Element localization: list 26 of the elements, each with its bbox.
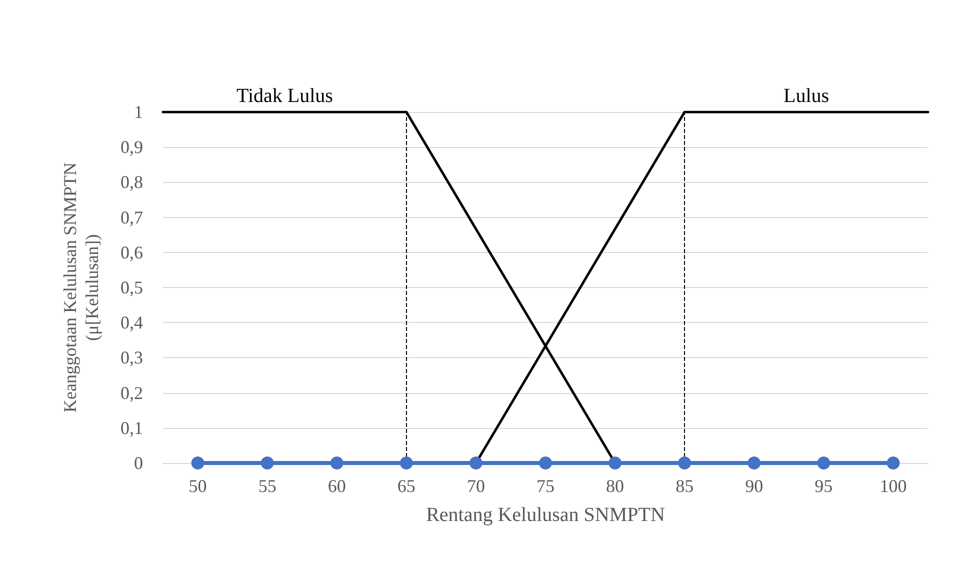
- x-tick-label: 90: [745, 476, 764, 496]
- series-label: Tidak Lulus: [236, 85, 334, 107]
- x-tick-label: 50: [188, 476, 207, 496]
- x-tick-label: 70: [466, 476, 485, 496]
- x-tick-label: 85: [676, 476, 694, 496]
- x-tick-label: 75: [536, 476, 554, 496]
- y-tick-label: 0: [134, 453, 143, 473]
- y-tick-label: 1: [134, 102, 143, 122]
- y-tick-label: 0,2: [120, 382, 143, 403]
- x-tick-label: 55: [258, 476, 276, 496]
- x-tick-label: 80: [606, 476, 624, 496]
- series-label: Lulus: [784, 85, 830, 107]
- y-tick-label: 0,9: [120, 137, 143, 158]
- y-tick-label: 0,7: [120, 207, 143, 228]
- y-tick-label: 0,4: [120, 312, 143, 333]
- y-tick-label: 0,3: [120, 348, 143, 368]
- y-tick-label: 0,1: [120, 418, 143, 438]
- y-axis-title: Keanggotaan Kelulusan SNMPTN (μ[Kelulusan]): [60, 162, 102, 412]
- x-tick-label: 60: [328, 476, 346, 496]
- y-tick-label: 0,5: [120, 278, 143, 298]
- y-tick-label: 0,6: [120, 242, 143, 262]
- x-tick-label: 65: [397, 476, 416, 496]
- x-axis-title: Rentang Kelulusan SNMPTN: [426, 504, 665, 526]
- y-tick-label: 0,8: [120, 172, 143, 192]
- x-tick-label: 95: [814, 476, 833, 496]
- x-tick-label: 100: [880, 476, 907, 496]
